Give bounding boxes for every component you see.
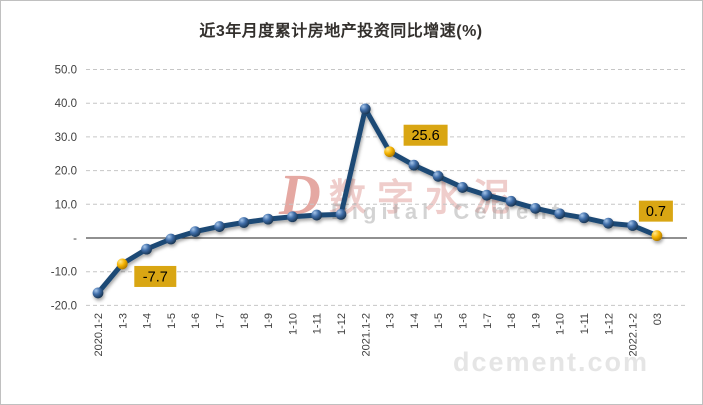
data-point bbox=[457, 182, 468, 193]
x-tick-label: 1-10 bbox=[555, 313, 567, 335]
data-label-box bbox=[403, 124, 448, 146]
x-tick-label: 1-5 bbox=[433, 313, 445, 329]
data-point-highlight bbox=[384, 146, 395, 158]
x-tick-label: 1-9 bbox=[263, 313, 275, 329]
x-tick-label: 1-12 bbox=[336, 313, 348, 335]
x-tick-label: 1-5 bbox=[166, 313, 178, 329]
data-point bbox=[238, 217, 250, 228]
x-tick-label: 1-10 bbox=[287, 313, 299, 335]
y-tick-label: 20.0 bbox=[55, 166, 77, 178]
x-tick-label: 1-3 bbox=[385, 313, 397, 329]
data-label-text: 25.6 bbox=[411, 128, 439, 144]
x-tick-label: 1-11 bbox=[579, 313, 591, 334]
series-line bbox=[95, 106, 660, 296]
x-axis-labels: 2020.1-2 1-3 1-4 1-5 1-6 1-7 1-8 1-9 1-10 1-11 1-1… bbox=[93, 313, 664, 356]
data-point bbox=[165, 233, 177, 245]
data-label-box bbox=[134, 265, 177, 287]
y-tick-label: -20.0 bbox=[51, 300, 77, 312]
data-point bbox=[214, 221, 225, 232]
x-tick-label: 1-7 bbox=[482, 313, 494, 329]
data-labels: -7.7 25.6 0.7 bbox=[134, 124, 673, 287]
data-point bbox=[554, 208, 566, 220]
data-point bbox=[408, 159, 420, 171]
data-point-highlight bbox=[651, 230, 663, 242]
data-point bbox=[262, 213, 274, 225]
x-tick-label: 1-8 bbox=[506, 313, 518, 329]
series-group bbox=[92, 103, 663, 299]
x-tick-label: 1-9 bbox=[530, 313, 542, 329]
x-tick-label: 1-6 bbox=[190, 313, 202, 329]
data-point bbox=[189, 226, 201, 237]
x-tick-label: 1-8 bbox=[239, 313, 251, 329]
data-point bbox=[602, 217, 614, 229]
data-point bbox=[359, 103, 371, 115]
data-label-box bbox=[638, 200, 673, 222]
data-point bbox=[505, 195, 517, 207]
data-point bbox=[141, 243, 153, 255]
y-axis-labels: 50.0 40.0 30.0 20.0 10.0 - -10.0 -20.0 bbox=[51, 65, 77, 313]
x-tick-label: 2021.1-2 bbox=[360, 313, 372, 356]
y-tick-label: 50.0 bbox=[55, 65, 77, 77]
x-tick-label: 2020.1-2 bbox=[93, 313, 105, 356]
data-point bbox=[481, 189, 493, 201]
x-tick-label: 1-3 bbox=[117, 313, 129, 329]
chart-title: 近3年月度累计房地产投资同比增速(%) bbox=[199, 23, 483, 40]
data-point bbox=[287, 211, 298, 223]
y-tick-label: 10.0 bbox=[55, 199, 77, 211]
data-label-text: 0.7 bbox=[646, 204, 666, 220]
data-point bbox=[578, 212, 590, 224]
x-tick-label: 1-4 bbox=[409, 313, 421, 329]
data-point-highlight bbox=[116, 258, 128, 270]
x-tick-label: 1-7 bbox=[215, 313, 227, 329]
data-point bbox=[311, 209, 323, 221]
data-point bbox=[432, 170, 444, 182]
x-tick-label: 1-12 bbox=[603, 313, 615, 335]
x-tick-label: 03 bbox=[652, 313, 664, 325]
data-point bbox=[335, 209, 347, 220]
data-point bbox=[530, 202, 541, 214]
y-tick-label: - bbox=[73, 233, 77, 245]
y-tick-label: -10.0 bbox=[51, 267, 77, 279]
x-tick-label: 1-6 bbox=[458, 313, 470, 329]
x-tick-label: 2022.1-2 bbox=[628, 313, 640, 356]
data-point bbox=[627, 220, 638, 231]
gridlines bbox=[86, 69, 687, 306]
x-tick-label: 1-4 bbox=[142, 313, 154, 329]
y-tick-label: 30.0 bbox=[55, 132, 77, 144]
data-point bbox=[92, 287, 104, 299]
x-tick-label: 1-11 bbox=[312, 313, 324, 334]
data-label-text: -7.7 bbox=[143, 269, 168, 285]
y-tick-label: 40.0 bbox=[55, 98, 77, 110]
